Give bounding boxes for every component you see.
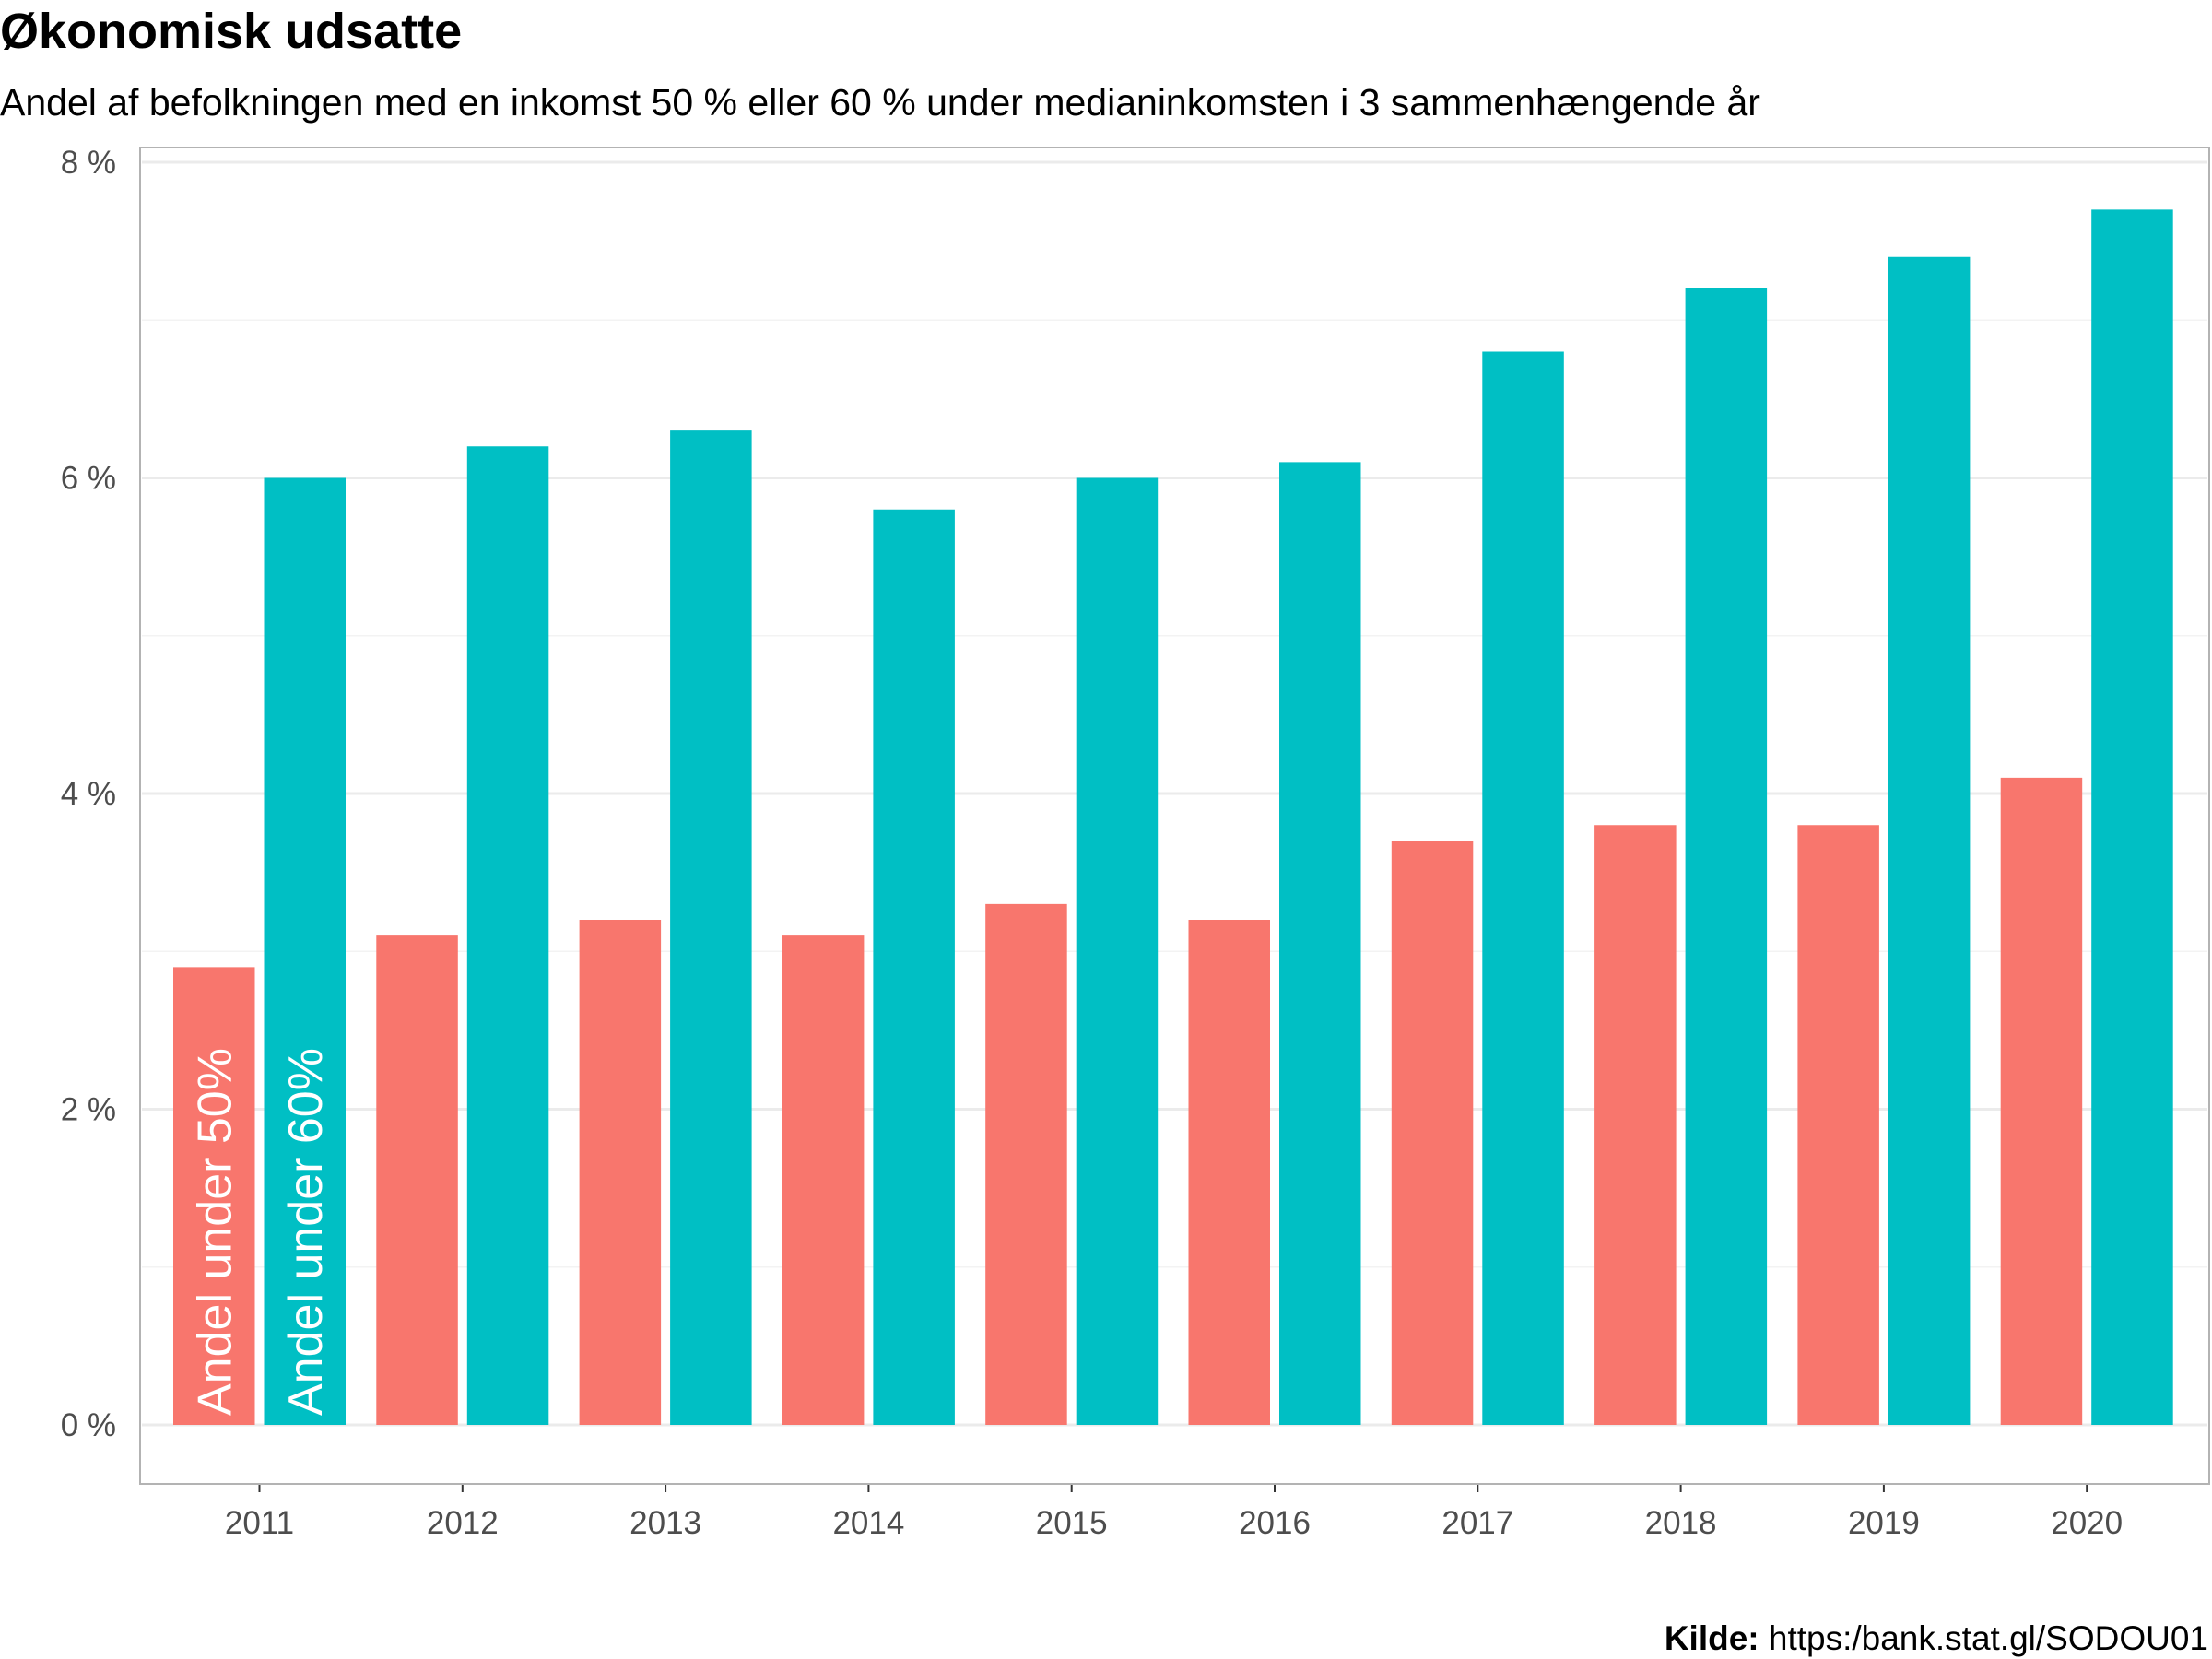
bar-under-60-2014 (873, 509, 955, 1425)
x-tick-label-2014: 2014 (832, 1505, 904, 1541)
chart-subtitle: Andel af befolkningen med en inkomst 50 … (0, 81, 1760, 124)
series-label-under-60: Andel under 60% (279, 1048, 333, 1416)
series-label-under-50: Andel under 50% (188, 1048, 241, 1416)
series-labels: Andel under 50% Andel under 60% (188, 1048, 333, 1416)
bar-under-50-2016 (1188, 920, 1270, 1425)
bars (173, 209, 2173, 1425)
source-label: Kilde: (1665, 1619, 1759, 1657)
x-tick-label-2017: 2017 (1441, 1505, 1513, 1541)
bar-under-50-2017 (1391, 841, 1474, 1425)
x-tick-label-2012: 2012 (427, 1505, 499, 1541)
bar-under-60-2012 (466, 446, 549, 1425)
source-url: https:/bank.stat.gl/SODOU01 (1769, 1619, 2208, 1657)
x-tick-label-2020: 2020 (2051, 1505, 2123, 1541)
chart-title: Økonomisk udsatte (0, 4, 462, 59)
y-tick-label: 6 % (61, 461, 116, 497)
bar-under-60-2018 (1685, 288, 1768, 1425)
bar-under-50-2018 (1594, 825, 1677, 1425)
y-tick-label: 0 % (61, 1407, 116, 1443)
bar-under-50-2020 (2000, 777, 2083, 1425)
bar-under-50-2011 (173, 967, 255, 1425)
x-tick-label-2015: 2015 (1036, 1505, 1108, 1541)
y-tick-label: 4 % (61, 776, 116, 812)
y-axis: 0 % 2 % 4 % 6 % 8 % (61, 145, 116, 1443)
bar-under-50-2013 (579, 920, 662, 1425)
bar-under-50-2015 (985, 903, 1067, 1425)
x-tick-label-2018: 2018 (1645, 1505, 1717, 1541)
bar-under-60-2020 (2091, 209, 2173, 1425)
bar-under-60-2011 (264, 477, 346, 1425)
bar-under-50-2019 (1797, 825, 1879, 1425)
x-tick-label-2019: 2019 (1848, 1505, 1920, 1541)
y-tick-label: 2 % (61, 1092, 116, 1128)
x-tick-label-2013: 2013 (629, 1505, 701, 1541)
bar-under-60-2015 (1076, 477, 1159, 1425)
bar-under-60-2017 (1482, 351, 1564, 1425)
bar-under-60-2019 (1888, 256, 1971, 1425)
bar-under-60-2016 (1279, 462, 1361, 1425)
plot-panel-border (139, 147, 2210, 1485)
bar-under-50-2014 (782, 935, 865, 1425)
bar-under-50-2012 (376, 935, 458, 1425)
source-caption: Kilde: https:/bank.stat.gl/SODOU01 (1665, 1619, 2208, 1657)
x-tick-label-2011: 2011 (225, 1505, 294, 1541)
x-tick-label-2016: 2016 (1239, 1505, 1311, 1541)
x-axis: 2011 2012 2013 2014 2015 2016 2017 2018 2019 2020 (225, 1485, 2123, 1541)
bar-under-60-2013 (670, 430, 752, 1425)
y-tick-label: 8 % (61, 145, 116, 181)
